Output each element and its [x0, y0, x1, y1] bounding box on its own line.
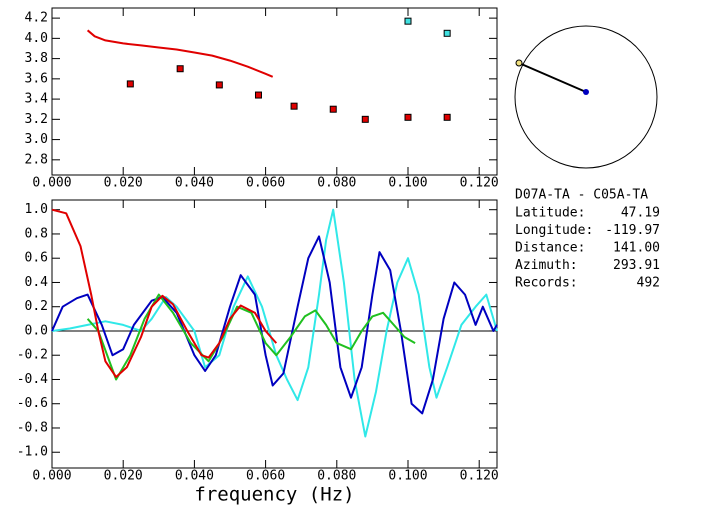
- y-tick-label: 1.0: [25, 202, 48, 217]
- y-tick-label: 3.6: [25, 71, 48, 86]
- data-point: [329, 105, 337, 113]
- y-tick-label: 0.0: [25, 323, 48, 338]
- y-tick-label: -0.8: [17, 420, 48, 435]
- data-point: [361, 115, 369, 123]
- y-tick-label: -0.4: [17, 372, 48, 387]
- data-point: [254, 91, 262, 99]
- x-tick-label: 0.080: [317, 176, 356, 191]
- info-value: -119.97: [605, 223, 660, 238]
- x-tick-label: 0.020: [104, 176, 143, 191]
- x-tick-label: 0.060: [246, 176, 285, 191]
- plot-frame: [51, 7, 498, 176]
- data-point: [290, 102, 298, 110]
- y-tick-label: 3.0: [25, 132, 48, 147]
- data-point: [443, 29, 451, 37]
- x-tick-label: 0.000: [32, 176, 71, 191]
- x-tick-label: 0.000: [32, 469, 71, 484]
- y-tick-label: 2.8: [25, 152, 48, 167]
- y-tick-label: 3.8: [25, 51, 48, 66]
- x-tick-label: 0.120: [460, 176, 499, 191]
- data-point: [443, 113, 451, 121]
- data-point: [404, 113, 412, 121]
- data-point: [176, 65, 184, 73]
- x-tick-label: 0.080: [317, 469, 356, 484]
- y-tick-label: 3.4: [25, 92, 49, 107]
- info-value: 492: [637, 276, 660, 291]
- info-value: 293.91: [613, 258, 660, 273]
- y-tick-label: -1.0: [17, 445, 48, 460]
- curve: [86, 293, 416, 381]
- x-axis-title: frequency (Hz): [194, 484, 354, 506]
- info-label: Latitude:: [515, 206, 585, 221]
- info-label: Records:: [515, 276, 578, 291]
- y-tick-label: 4.0: [25, 31, 48, 46]
- y-tick-label: 0.6: [25, 251, 48, 266]
- data-point: [126, 80, 134, 88]
- data-point: [215, 81, 223, 89]
- y-tick-label: 0.8: [25, 226, 48, 241]
- station-a: [515, 59, 523, 67]
- station-b: [583, 89, 589, 95]
- plot-frame: [51, 199, 498, 469]
- y-tick-label: 0.2: [25, 299, 48, 314]
- x-tick-label: 0.120: [460, 469, 499, 484]
- globe-circle: [514, 25, 658, 169]
- curve: [51, 235, 498, 415]
- y-tick-label: -0.6: [17, 396, 48, 411]
- curve: [51, 208, 278, 378]
- x-tick-label: 0.060: [246, 469, 285, 484]
- curve: [86, 29, 274, 78]
- x-tick-label: 0.020: [104, 469, 143, 484]
- curve: [51, 208, 498, 438]
- azimuth-line: [518, 62, 587, 93]
- y-tick-label: 3.2: [25, 112, 48, 127]
- x-tick-label: 0.040: [175, 469, 214, 484]
- x-tick-label: 0.040: [175, 176, 214, 191]
- info-label: Longitude:: [515, 223, 593, 238]
- y-tick-label: 0.4: [25, 275, 49, 290]
- y-tick-label: 4.2: [25, 11, 48, 26]
- x-tick-label: 0.100: [388, 176, 427, 191]
- info-title: D07A-TA - C05A-TA: [515, 188, 648, 203]
- y-tick-label: -0.2: [17, 348, 48, 363]
- data-point: [404, 17, 412, 25]
- info-value: 141.00: [613, 241, 660, 256]
- x-tick-label: 0.100: [388, 469, 427, 484]
- info-label: Azimuth:: [515, 258, 578, 273]
- info-value: 47.19: [621, 206, 660, 221]
- azimuth-globe: [514, 25, 658, 169]
- info-label: Distance:: [515, 241, 585, 256]
